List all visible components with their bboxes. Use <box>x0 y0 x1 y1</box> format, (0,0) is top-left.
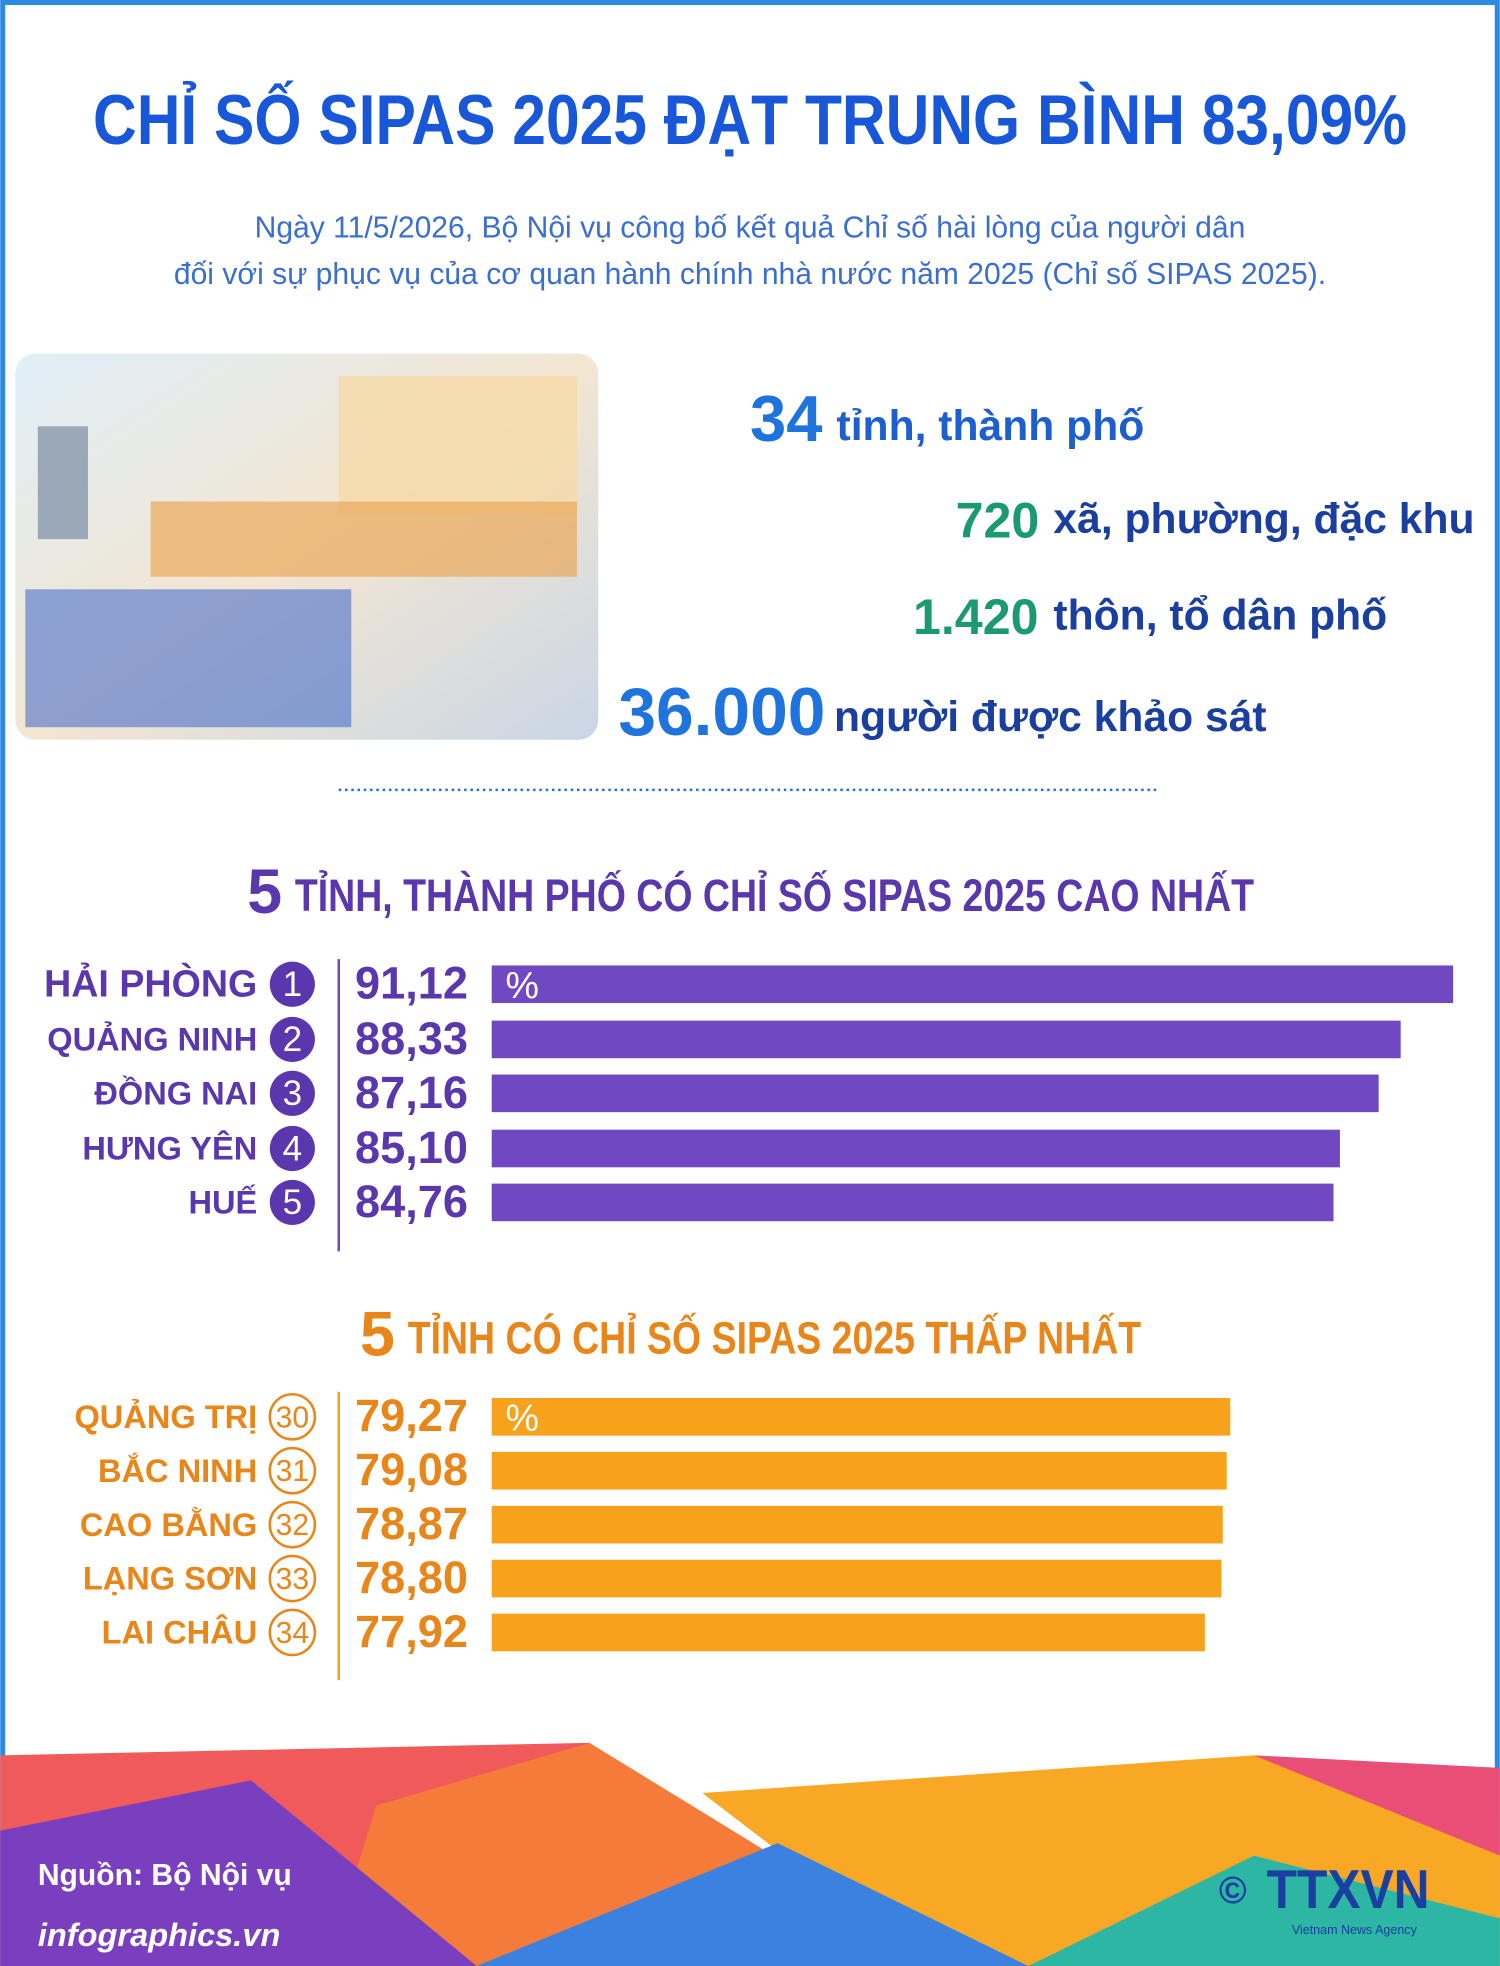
rank: 31 <box>276 1455 309 1488</box>
rank: 1 <box>283 965 303 1004</box>
rank-badge <box>269 1125 315 1172</box>
rank: 2 <box>283 1020 303 1059</box>
agency: Vietnam News Agency <box>1292 1923 1418 1937</box>
photo <box>15 353 599 740</box>
rank: 3 <box>283 1074 303 1113</box>
bar <box>491 1398 1231 1436</box>
value-label: 91,12 <box>355 958 468 1009</box>
rank: 32 <box>276 1509 309 1542</box>
copyright: © <box>1219 1869 1247 1911</box>
value-label: 88,33 <box>355 1013 468 1064</box>
value-label: 77,92 <box>355 1606 468 1657</box>
bar <box>491 965 1454 1004</box>
category-label: HUẾ <box>188 1184 257 1221</box>
stat-label: người được khảo sát <box>834 693 1267 741</box>
category-label: HƯNG YÊN <box>82 1130 257 1167</box>
bar <box>491 1020 1401 1059</box>
bar <box>491 1129 1340 1168</box>
rank: 5 <box>283 1183 303 1222</box>
value-label: 78,80 <box>355 1552 468 1603</box>
source: Nguồn: Bộ Nội vụ <box>38 1859 292 1892</box>
rank: 4 <box>283 1129 303 1168</box>
category-label: BẮC NINH <box>98 1452 257 1489</box>
rank-badge <box>269 1179 315 1225</box>
value-label: 79,27 <box>355 1390 468 1441</box>
rank-badge <box>268 1446 317 1495</box>
bar <box>491 1074 1379 1113</box>
stat-number: 34 <box>750 382 823 455</box>
bottom-decoration <box>0 1742 1500 1966</box>
stat-number: 36.000 <box>618 675 825 750</box>
stat-label: xã, phường, đặc khu <box>1053 495 1474 543</box>
stat-number: 1.420 <box>913 589 1038 645</box>
category-label: QUẢNG TRỊ <box>74 1398 257 1435</box>
bar <box>491 1183 1334 1222</box>
bar <box>491 1613 1205 1652</box>
unit-label: % <box>506 964 539 1006</box>
rank: 34 <box>276 1617 309 1650</box>
unit-label: % <box>506 1397 539 1439</box>
rank-badge <box>269 961 315 1007</box>
value-label: 79,08 <box>355 1444 468 1495</box>
chart-title-number: 5 <box>247 857 282 927</box>
rank-badge <box>268 1500 317 1549</box>
rank-badge <box>269 1016 315 1062</box>
chart-title-number: 5 <box>360 1300 395 1370</box>
stat-number: 720 <box>956 492 1040 548</box>
value-label: 85,10 <box>355 1122 468 1173</box>
rank-badge <box>268 1608 317 1657</box>
category-label: ĐỒNG NAI <box>94 1074 257 1111</box>
title: CHỈ SỐ SIPAS 2025 ĐẠT TRUNG BÌNH 83,09% <box>93 80 1407 159</box>
category-label: LAI CHÂU <box>102 1614 258 1651</box>
chart-title: TỈNH, THÀNH PHỐ CÓ CHỈ SỐ SIPAS 2025 CAO… <box>295 870 1255 921</box>
bar <box>491 1451 1227 1490</box>
value-label: 87,16 <box>355 1067 468 1118</box>
logo: TTXVN <box>1267 1858 1430 1920</box>
chart-title: TỈNH CÓ CHỈ SỐ SIPAS 2025 THẤP NHẤT <box>408 1313 1142 1364</box>
stats: 34 tỉnh, thành phố 720 xã, phường, đặc k… <box>618 382 1474 750</box>
value-label: 84,76 <box>355 1176 468 1227</box>
rank-badge <box>268 1393 317 1441</box>
category-label: LẠNG SƠN <box>83 1560 257 1597</box>
bar <box>491 1505 1223 1544</box>
category-label: CAO BẰNG <box>80 1506 257 1543</box>
rank-badge <box>268 1554 317 1603</box>
rank-badge <box>269 1070 315 1116</box>
value-label: 78,87 <box>355 1498 468 1549</box>
subtitle-line: Ngày 11/5/2026, Bộ Nội vụ công bố kết qu… <box>255 211 1246 244</box>
subtitle-line: đối với sự phục vụ của cơ quan hành chín… <box>174 258 1326 291</box>
category-label: HẢI PHÒNG <box>44 963 257 1005</box>
category-label: QUẢNG NINH <box>47 1021 257 1058</box>
rank: 30 <box>276 1401 309 1434</box>
website: infographics.vn <box>38 1916 281 1953</box>
bar <box>491 1559 1222 1598</box>
stat-label: thôn, tổ dân phố <box>1053 591 1387 639</box>
rank: 33 <box>276 1563 309 1596</box>
stat-label: tỉnh, thành phố <box>837 402 1145 450</box>
